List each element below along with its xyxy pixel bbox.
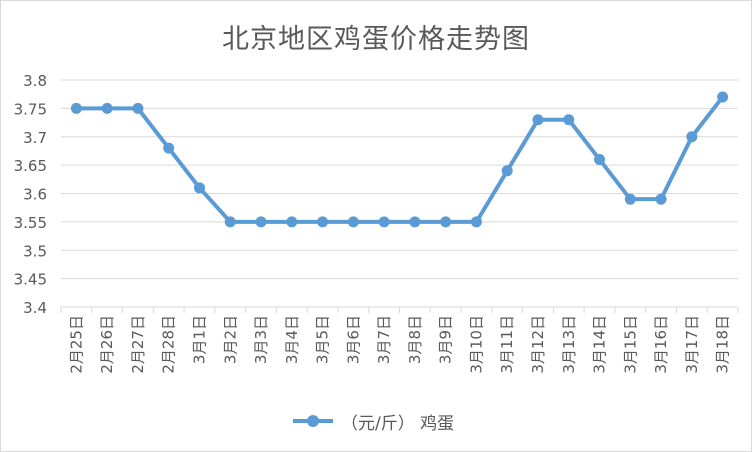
x-tick-label: 2月27日 [129, 315, 147, 374]
y-tick-label: 3.65 [14, 157, 47, 175]
data-point [624, 193, 636, 205]
data-point [378, 216, 390, 228]
y-tick-label: 3.55 [14, 214, 47, 232]
x-tick-label: 3月12日 [529, 315, 547, 374]
x-tick-label: 3月5日 [314, 315, 332, 364]
data-point [224, 216, 236, 228]
data-point [686, 131, 698, 143]
x-tick-label: 3月11日 [498, 315, 516, 374]
data-point [132, 102, 144, 114]
data-point [594, 153, 606, 165]
legend-dot-marker [307, 415, 319, 427]
data-point [470, 216, 482, 228]
data-point [255, 216, 267, 228]
x-tick-label: 3月4日 [283, 315, 301, 364]
data-point [501, 165, 513, 177]
data-point [532, 114, 544, 126]
legend-label: （元/斤） 鸡蛋 [341, 413, 455, 434]
y-tick-label: 3.7 [23, 129, 47, 147]
data-point [317, 216, 329, 228]
x-tick-label: 2月25日 [67, 315, 85, 374]
y-tick-label: 3.75 [14, 100, 47, 118]
x-tick-label: 3月18日 [714, 315, 732, 374]
x-tick-label: 3月6日 [344, 315, 362, 364]
y-tick-label: 3.4 [23, 299, 47, 317]
x-tick-label: 3月1日 [190, 315, 208, 364]
x-tick-label: 3月15日 [621, 315, 639, 374]
x-tick-label: 3月2日 [221, 315, 239, 364]
chart-title: 北京地区鸡蛋价格走势图 [222, 24, 530, 55]
data-point [101, 102, 113, 114]
x-tick-label: 3月14日 [591, 315, 609, 374]
data-point [717, 91, 729, 103]
data-point [347, 216, 359, 228]
series-line [74, 95, 725, 224]
x-tick-label: 3月16日 [652, 315, 670, 374]
x-tick-label: 3月13日 [560, 315, 578, 374]
y-tick-label: 3.45 [14, 271, 47, 289]
y-tick-label: 3.5 [23, 242, 47, 260]
x-tick-label: 2月28日 [160, 315, 178, 374]
x-tick-label: 3月3日 [252, 315, 270, 364]
data-point [70, 102, 82, 114]
data-point [440, 216, 452, 228]
data-point [163, 142, 175, 154]
data-point [409, 216, 421, 228]
data-point [655, 193, 667, 205]
data-point [563, 114, 575, 126]
x-tick-label: 3月17日 [683, 315, 701, 374]
x-tick-label: 3月9日 [437, 315, 455, 364]
y-tick-label: 3.8 [23, 72, 47, 90]
x-tick-label: 3月7日 [375, 315, 393, 364]
legend: （元/斤） 鸡蛋 [293, 409, 455, 434]
y-tick-label: 3.6 [23, 186, 47, 204]
x-tick-label: 2月26日 [98, 315, 116, 374]
x-tick-label: 3月8日 [406, 315, 424, 364]
x-tick-label: 3月10日 [467, 315, 485, 374]
legend-swatch [293, 414, 333, 428]
data-point [286, 216, 298, 228]
data-point [193, 182, 205, 194]
